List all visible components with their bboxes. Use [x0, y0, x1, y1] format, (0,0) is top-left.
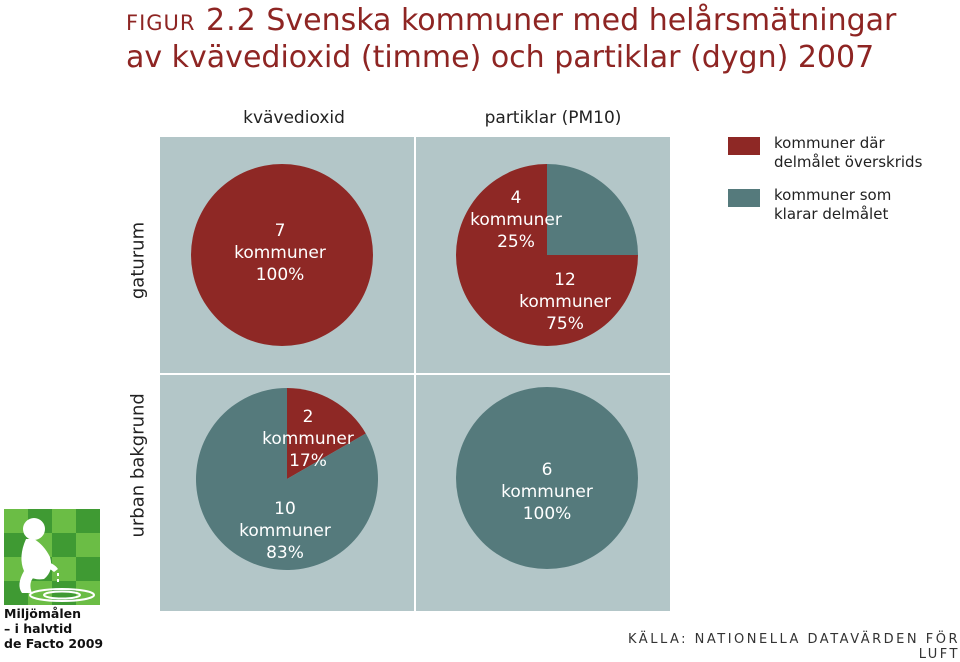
- legend-swatch-meets: [728, 189, 760, 207]
- pie-2-slice-2-label: 12 kommuner 75%: [519, 270, 611, 334]
- pie-2-slice-1: [547, 164, 638, 255]
- title-line-2: av kvävedioxid (timme) och partiklar (dy…: [126, 40, 875, 75]
- title-line-1: Svenska kommuner med helårsmätningar: [266, 3, 897, 38]
- column-label-nitrogen-dioxide: kvävedioxid: [243, 108, 345, 128]
- pie-4-slice-1-label: 6 kommuner 100%: [501, 460, 593, 524]
- legend-label-meets: kommuner som klarar delmålet: [774, 186, 892, 223]
- pie-3-slice-1-label: 2 kommuner 17%: [262, 407, 354, 471]
- pie-3-slice-1: [287, 388, 366, 479]
- figure-title: figur 2.2 Svenska kommuner med helårsmät…: [126, 2, 946, 76]
- pie-2-slice-1-label: 4 kommuner 25%: [470, 188, 562, 252]
- pie-1-slice-1-label: 7 kommuner 100%: [234, 221, 326, 285]
- pie-1-slice-1: [191, 164, 373, 346]
- figure-number: figur 2.2: [126, 3, 257, 38]
- legend-swatch-exceeds: [728, 137, 760, 155]
- child-drinking-water-logo-icon: [4, 509, 100, 605]
- column-label-particles: partiklar (PM10): [484, 108, 622, 128]
- pie-3-slice-2: [196, 388, 379, 570]
- pie-3-slice-2-label: 10 kommuner 83%: [239, 499, 331, 563]
- legend-label-exceeds: kommuner där delmålet överskrids: [774, 134, 923, 171]
- pie-2-slice-2: [456, 164, 638, 346]
- pie-4-slice-1: [456, 387, 638, 569]
- logo-text: Miljömålen – i halvtid de Facto 2009: [4, 606, 104, 651]
- source-note: KÄLLA: NATIONELLA DATAVÄRDEN FÖR LUFT: [628, 632, 960, 662]
